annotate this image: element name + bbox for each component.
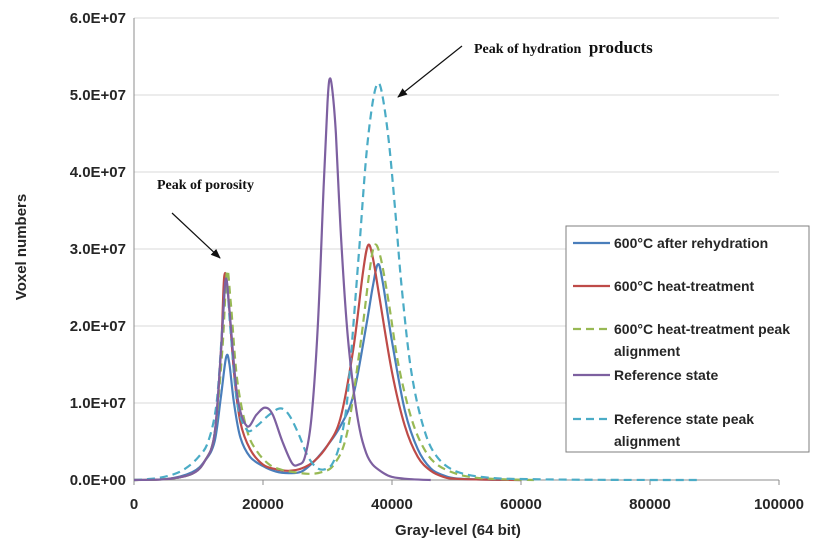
x-tick-label: 60000: [500, 496, 542, 513]
legend: 600°C after rehydration 600°C heat-treat…: [565, 225, 810, 453]
legend-label-reference-aligned: Reference state peak alignment: [614, 411, 758, 449]
series-line-2: [133, 243, 534, 482]
legend-box: [565, 225, 810, 453]
annotation-porosity-peak: Peak of porosity: [157, 178, 254, 193]
y-tick-label: 4.0E+07: [70, 164, 126, 181]
x-tick-label: 0: [130, 496, 138, 513]
y-tick-label: 6.0E+07: [70, 10, 126, 27]
legend-label-reference-aligned-line2: alignment: [614, 433, 680, 449]
y-tick-label: 5.0E+07: [70, 87, 126, 104]
legend-label-heat-treatment-aligned-line1: 600°C heat-treatment peak: [614, 321, 790, 337]
series-line-0: [133, 263, 522, 482]
y-tick-label: 2.0E+07: [70, 318, 126, 335]
x-axis-title: Gray-level (64 bit): [395, 522, 521, 539]
annotation-hydration-peak: Peak of hydration products: [474, 38, 653, 57]
annotation-hydration-peak-text2: products: [589, 38, 653, 57]
legend-label-reference: Reference state: [614, 367, 718, 383]
x-tick-label: 100000: [754, 496, 804, 513]
x-tick-label: 80000: [629, 496, 671, 513]
legend-label-rehydration: 600°C after rehydration: [614, 235, 768, 251]
axes: [133, 18, 780, 485]
series-line-3: [133, 77, 431, 482]
legend-label-reference-aligned-line1: Reference state peak: [614, 411, 754, 427]
tick-labels: 0.0E+00 1.0E+07 2.0E+07 3.0E+07 4.0E+07 5.0E+…: [70, 10, 804, 513]
series-line-4: [133, 82, 702, 482]
annotation-hydration-arrow: [397, 45, 463, 98]
annotation-hydration-peak-text: Peak of hydration: [474, 42, 582, 57]
series-line-1: [133, 243, 522, 482]
x-tick-label: 40000: [371, 496, 413, 513]
y-tick-label: 0.0E+00: [70, 472, 126, 489]
y-tick-label: 1.0E+07: [70, 395, 126, 412]
legend-label-heat-treatment: 600°C heat-treatment: [614, 278, 755, 294]
y-axis-title: Voxel numbers: [13, 194, 30, 300]
annotations: Peak of hydration products Peak of poros…: [157, 38, 653, 259]
legend-label-heat-treatment-aligned: 600°C heat-treatment peak alignment: [614, 321, 794, 359]
annotation-porosity-arrow: [171, 212, 221, 259]
y-tick-label: 3.0E+07: [70, 241, 126, 258]
legend-label-heat-treatment-aligned-line2: alignment: [614, 343, 680, 359]
series-lines: [133, 77, 702, 482]
x-tick-label: 20000: [242, 496, 284, 513]
